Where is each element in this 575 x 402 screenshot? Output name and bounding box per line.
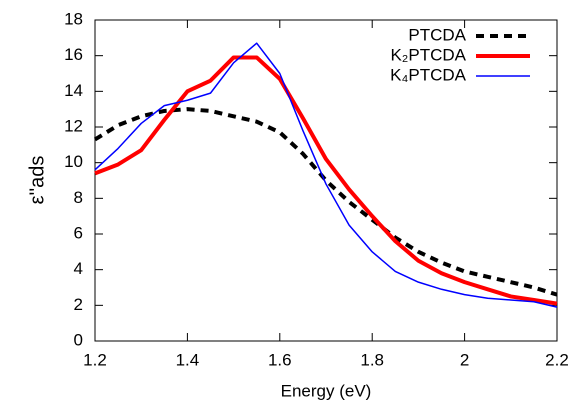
x-tick-label: 1.6 bbox=[268, 350, 292, 369]
x-tick-label: 1.8 bbox=[360, 350, 384, 369]
y-tick-label: 10 bbox=[64, 152, 83, 171]
x-tick-label: 1.4 bbox=[176, 350, 200, 369]
y-tick-label: 18 bbox=[64, 9, 83, 28]
y-tick-label: 16 bbox=[64, 45, 83, 64]
x-tick-label: 2 bbox=[460, 350, 469, 369]
legend-label: K₄PTCDA bbox=[390, 65, 467, 84]
y-axis-label: ε''ads bbox=[26, 156, 48, 205]
x-tick-label: 1.2 bbox=[83, 350, 107, 369]
legend-label: K₂PTCDA bbox=[390, 45, 466, 64]
series-line bbox=[93, 107, 558, 297]
y-tick-label: 4 bbox=[74, 259, 83, 278]
y-tick-label: 8 bbox=[74, 188, 83, 207]
y-tick-label: 2 bbox=[74, 295, 83, 314]
series-line bbox=[94, 55, 558, 306]
y-tick-label: 14 bbox=[64, 81, 83, 100]
x-axis-label: Energy (eV) bbox=[281, 381, 372, 400]
series-line bbox=[94, 42, 558, 308]
x-tick-label: 2.2 bbox=[545, 350, 569, 369]
y-tick-label: 6 bbox=[74, 223, 83, 242]
y-tick-label: 0 bbox=[74, 330, 83, 349]
y-tick-label: 12 bbox=[64, 116, 83, 135]
plot-frame bbox=[94, 19, 558, 342]
legend-label: PTCDA bbox=[408, 25, 466, 44]
